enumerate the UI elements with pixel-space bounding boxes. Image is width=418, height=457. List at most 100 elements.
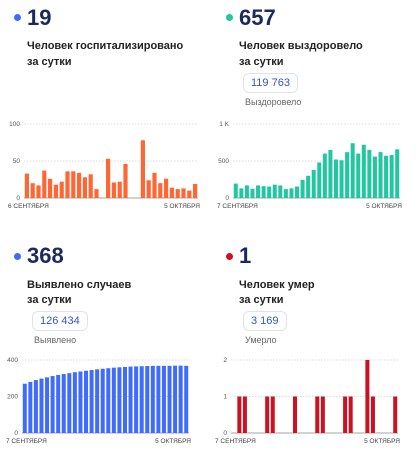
chart-recovered: 0 500 1 K 7 СЕНТЯБРЯ 5 ОКТЯБРЯ (217, 121, 402, 210)
chart-bar (184, 365, 189, 433)
chart-bar (67, 373, 72, 433)
chart-bar (82, 177, 87, 198)
chart-bar (239, 188, 244, 198)
recovered-count: 657 (239, 5, 276, 30)
chart-bar (117, 367, 122, 433)
chart-bar (187, 190, 192, 198)
panel-hospitalized: 19 Человек госпитализировано за сутки 0 5… (0, 0, 209, 228)
chart-bar (72, 372, 77, 433)
chart-bar (24, 173, 29, 198)
chart-bar (158, 183, 163, 198)
chart-bar (65, 171, 70, 198)
chart-bar (139, 366, 144, 433)
x-start-label: 7 СЕНТЯБРЯ (217, 203, 258, 210)
chart-bar (367, 149, 372, 198)
chart-bar (56, 374, 61, 433)
chart-bar (150, 365, 155, 433)
cases-desc: Выявлено случаев (27, 279, 132, 291)
chart-bar (237, 396, 242, 433)
chart-bar (89, 370, 94, 433)
chart-bar (111, 182, 116, 198)
chart-bar (317, 162, 322, 198)
chart-bar (33, 380, 38, 433)
chart-bar (128, 366, 133, 433)
chart-bar (39, 378, 44, 433)
x-end-label: 5 ОКТЯБРЯ (366, 203, 402, 210)
chart-bar (123, 163, 128, 198)
chart-bar (365, 360, 370, 433)
recovered-desc: Человек выздоровело (239, 40, 363, 52)
y-tick-label: 50 (13, 158, 21, 165)
chart-bar (378, 152, 383, 198)
x-start-label: 7 СЕНТЯБРЯ (6, 438, 47, 445)
deaths-total: 3 169 (243, 311, 287, 331)
y-tick-label: 500 (218, 158, 229, 165)
chart-bar (50, 376, 55, 433)
chart-bar (106, 158, 111, 198)
x-end-label: 5 ОКТЯБРЯ (155, 438, 191, 445)
chart-deaths: 0 1 2 7 СЕНТЯБРЯ 5 ОКТЯБРЯ (215, 357, 400, 445)
chart-bar (372, 156, 377, 198)
chart-bar (134, 366, 139, 433)
chart-bar (270, 396, 275, 433)
chart-bar (30, 183, 35, 198)
y-tick-label: 400 (7, 357, 18, 364)
chart-bar (78, 371, 83, 433)
chart-bar (322, 153, 327, 198)
status-dot-icon (226, 253, 233, 260)
status-dot-icon (14, 253, 21, 260)
chart-bar (233, 183, 238, 198)
recovered-total: 119 763 (243, 73, 298, 93)
chart-bar (106, 368, 111, 433)
chart-bar (36, 185, 41, 198)
x-end-label: 5 ОКТЯБРЯ (164, 203, 200, 210)
chart-bar (77, 172, 82, 198)
chart-bar (311, 169, 316, 198)
chart-bar (95, 369, 100, 433)
chart-bar (178, 365, 183, 433)
deaths-desc: Человек умер (239, 279, 315, 291)
chart-bar (122, 366, 127, 433)
chart-bar (28, 381, 33, 433)
y-tick-label: 1 (223, 394, 227, 401)
chart-bar (300, 179, 305, 198)
chart-bar (261, 186, 266, 198)
chart-bar (250, 188, 255, 198)
chart-bar (193, 183, 198, 198)
chart-bar (272, 184, 277, 198)
chart-bar (145, 366, 150, 433)
chart-bar (156, 365, 161, 433)
chart-bar (348, 396, 353, 433)
cases-period: за сутки (27, 294, 72, 306)
cases-total: 126 434 (32, 311, 88, 331)
chart-bar (164, 178, 169, 198)
hospitalized-count: 19 (27, 5, 52, 30)
chart-bar (389, 155, 394, 198)
x-start-label: 6 СЕНТЯБРЯ (8, 203, 49, 210)
x-end-label: 5 ОКТЯБРЯ (364, 438, 400, 445)
y-tick-label: 0 (225, 195, 229, 202)
chart-bar (395, 149, 400, 198)
status-dot-icon (226, 14, 233, 21)
chart-bar (283, 189, 288, 198)
deaths-total-label: Умерло (245, 335, 277, 345)
chart-bar (356, 153, 361, 198)
chart-bar (393, 396, 398, 433)
chart-bar (320, 396, 325, 433)
chart-bar (169, 187, 174, 198)
chart-bar (173, 365, 178, 433)
chart-bar (100, 368, 105, 433)
panel-deaths: 1 Человек умер за сутки 3 169 Умерло 0 1 2… (209, 228, 418, 457)
chart-bar (278, 185, 283, 198)
status-dot-icon (14, 14, 21, 21)
chart-bar (117, 181, 122, 198)
chart-bar (315, 396, 320, 433)
chart-bar (111, 367, 116, 433)
chart-bar (42, 170, 47, 198)
chart-bar (167, 365, 172, 433)
y-tick-label: 2 (223, 357, 227, 364)
chart-bar (295, 186, 300, 198)
y-tick-label: 1 K (219, 121, 229, 128)
chart-hospitalized: 0 50 100 6 СЕНТЯБРЯ 5 ОКТЯБРЯ (8, 121, 200, 210)
chart-bar (22, 383, 27, 433)
